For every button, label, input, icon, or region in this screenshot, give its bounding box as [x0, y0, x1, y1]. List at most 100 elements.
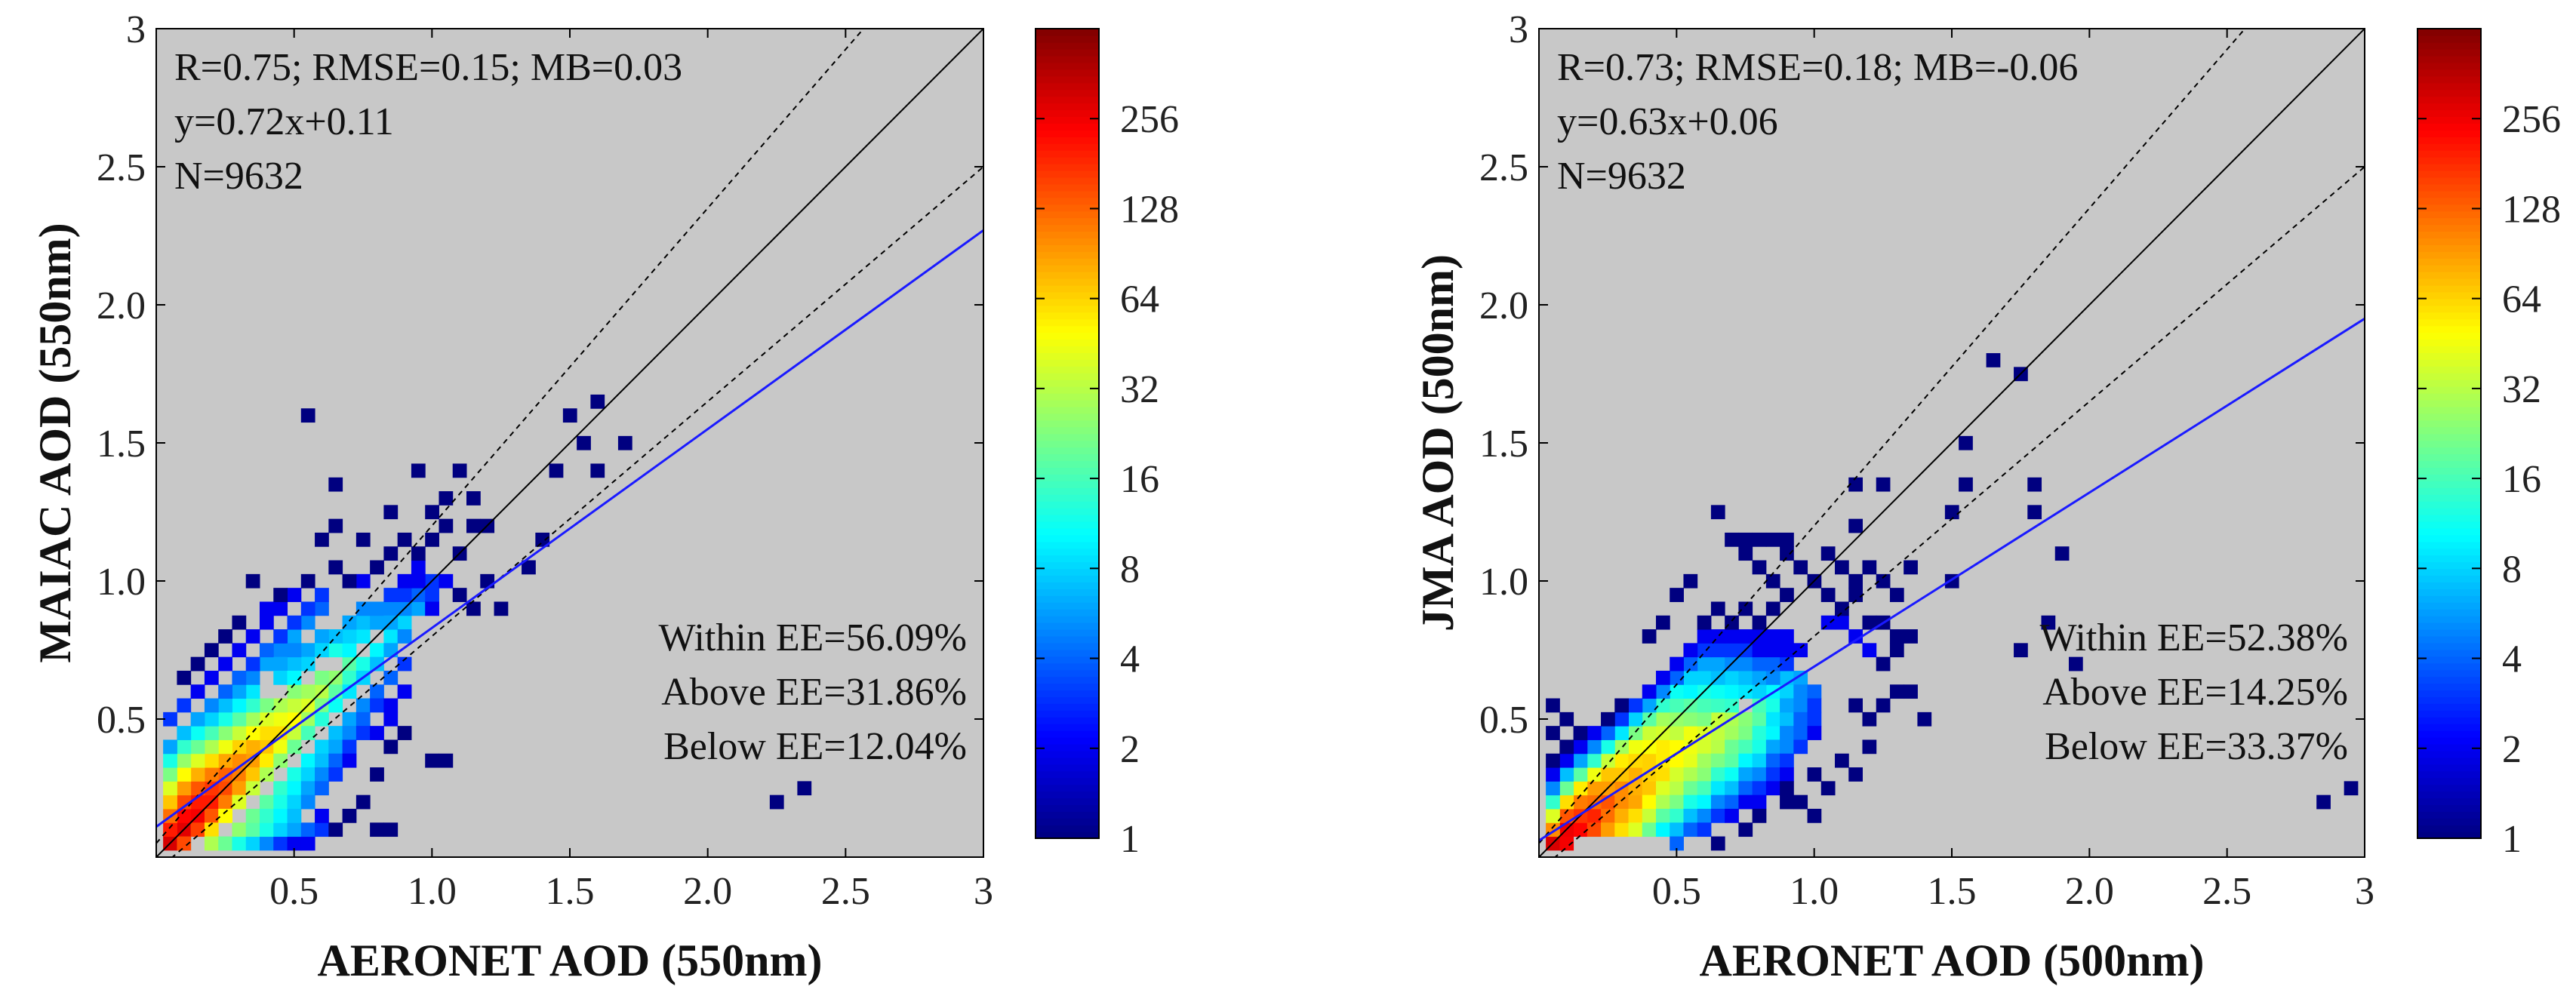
colorbar-segment: [1036, 271, 1099, 279]
heatmap-cell: [1820, 615, 1836, 630]
heatmap-cell: [1697, 739, 1712, 755]
colorbar-segment: [1036, 251, 1099, 259]
y-tick-label: 3: [1509, 8, 1528, 51]
heatmap-cell: [439, 573, 454, 589]
colorbar-segment: [1036, 656, 1099, 664]
heatmap-cell: [1765, 656, 1780, 672]
heatmap-cell: [562, 408, 577, 423]
heatmap-cell: [260, 767, 274, 782]
heatmap-cell: [1944, 505, 1959, 520]
heatmap-cell: [287, 767, 302, 782]
heatmap-cell: [232, 822, 247, 838]
heatmap-cell: [1642, 629, 1657, 644]
panel-2: 0.5 1.0 1.5 2.0 2.5 3 0.5 1.0 1.5 2.0 2.5 3 AERONET …: [1413, 8, 2561, 985]
heatmap-cell: [273, 656, 288, 672]
heatmap-cell: [769, 794, 784, 810]
heatmap-cell: [218, 836, 232, 851]
colorbar-segment: [2418, 406, 2481, 414]
colorbar-segment: [1036, 460, 1099, 469]
heatmap-cell: [1780, 643, 1794, 658]
heatmap-cell: [1710, 601, 1725, 616]
heatmap-cell: [190, 684, 205, 699]
heatmap-cell: [425, 532, 439, 547]
heatmap-cell: [1573, 822, 1588, 838]
colorbar-segment: [2418, 575, 2481, 583]
heatmap-cell: [204, 698, 219, 713]
heatmap-cell: [466, 518, 481, 533]
heatmap-cell: [590, 394, 605, 409]
heatmap-cell: [383, 739, 399, 755]
heatmap-cell: [245, 808, 260, 823]
heatmap-cell: [342, 808, 357, 823]
colorbar-segment: [2418, 137, 2481, 144]
heatmap-cell: [1889, 588, 1904, 602]
colorbar-segment: [1036, 224, 1099, 232]
colorbar-segment: [2418, 89, 2481, 97]
colorbar-segment: [2418, 109, 2481, 118]
colorbar-segment: [2418, 703, 2481, 711]
heatmap-cell: [1642, 753, 1657, 768]
colorbar-segment: [1036, 143, 1099, 151]
colorbar-tick-label: 16: [2502, 458, 2541, 501]
colorbar-segment: [1036, 96, 1099, 104]
heatmap-cell: [439, 753, 454, 768]
heatmap-cell: [1725, 726, 1739, 740]
x-tick-label: 1.5: [546, 870, 595, 913]
heatmap-cell: [1683, 684, 1698, 699]
colorbar-segment: [2418, 346, 2481, 353]
heatmap-cell: [1655, 684, 1670, 699]
heatmap-cell: [300, 408, 315, 423]
colorbar-segment: [1036, 750, 1099, 758]
colorbar-segment: [2418, 500, 2481, 509]
heatmap-cell: [260, 615, 274, 630]
heatmap-cell: [1559, 753, 1574, 768]
heatmap-cell: [1573, 739, 1588, 755]
colorbar-segment: [2418, 770, 2481, 779]
heatmap-cell: [163, 781, 177, 796]
colorbar-segment: [1036, 777, 1099, 785]
heatmap-cell: [1820, 588, 1836, 602]
heatmap-cell: [300, 643, 315, 658]
heatmap-cell: [1601, 822, 1615, 838]
colorbar-segment: [1036, 615, 1099, 623]
heatmap-cell: [1670, 739, 1684, 755]
x-tick-label: 3: [2355, 870, 2374, 913]
heatmap-cell: [342, 753, 357, 768]
colorbar-segment: [2418, 177, 2481, 185]
heatmap-cell: [260, 836, 274, 851]
heatmap-cell: [287, 739, 302, 755]
colorbar-segment: [1036, 710, 1099, 718]
heatmap-cell: [1780, 739, 1794, 755]
heatmap-cell: [494, 601, 509, 616]
heatmap-cell: [1628, 822, 1643, 838]
heatmap-cell: [245, 656, 260, 672]
colorbar-segment: [2418, 736, 2481, 745]
heatmap-cell: [300, 753, 315, 768]
colorbar-segment: [1036, 426, 1099, 435]
heatmap-cell: [1642, 822, 1657, 838]
panel-1: 0.5 1.0 1.5 2.0 2.5 3 0.5 1.0 1.5 2.0 2.5 3 AERONET …: [30, 8, 1179, 985]
heatmap-cell: [411, 560, 426, 575]
colorbar-segment: [1036, 575, 1099, 583]
heatmap-cell: [425, 588, 439, 602]
colorbar-segment: [2418, 507, 2481, 515]
colorbar-segment: [2418, 82, 2481, 91]
heatmap-cell: [397, 726, 412, 740]
heatmap-cell: [1765, 629, 1780, 644]
colorbar-segment: [2418, 750, 2481, 758]
heatmap-cell: [273, 588, 288, 602]
colorbar-segment: [1036, 170, 1099, 178]
heatmap-cell: [1820, 546, 1836, 561]
heatmap-cell: [177, 753, 192, 768]
heatmap-cell: [1780, 767, 1794, 782]
heatmap-cell: [1683, 781, 1698, 796]
y-tick-label: 2.0: [1479, 284, 1528, 327]
heatmap-cell: [1559, 808, 1574, 823]
plot-content: [156, 29, 983, 857]
heatmap-cell: [439, 518, 454, 533]
y-axis-label: MAIAC AOD (550nm): [30, 223, 80, 662]
ee-upper-line: [1539, 29, 2246, 844]
ee-annotation: Below EE=33.37%: [2045, 725, 2348, 768]
colorbar-segment: [1036, 123, 1099, 131]
heatmap-cell: [1765, 601, 1780, 616]
